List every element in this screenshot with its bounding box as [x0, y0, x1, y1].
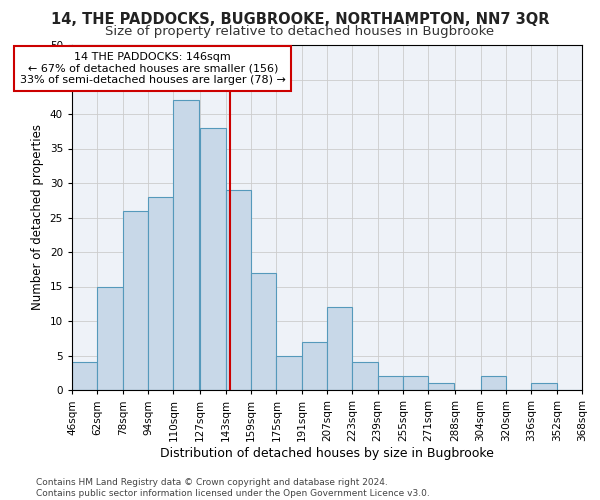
Bar — [377, 376, 403, 390]
Text: Contains HM Land Registry data © Crown copyright and database right 2024.
Contai: Contains HM Land Registry data © Crown c… — [36, 478, 430, 498]
Bar — [277, 356, 302, 390]
Text: 14, THE PADDOCKS, BUGBROOKE, NORTHAMPTON, NN7 3QR: 14, THE PADDOCKS, BUGBROOKE, NORTHAMPTON… — [51, 12, 549, 28]
Bar — [226, 190, 251, 390]
Bar — [200, 128, 226, 390]
Bar — [148, 197, 173, 390]
X-axis label: Distribution of detached houses by size in Bugbrooke: Distribution of detached houses by size … — [160, 446, 494, 460]
Text: 14 THE PADDOCKS: 146sqm
← 67% of detached houses are smaller (156)
33% of semi-d: 14 THE PADDOCKS: 146sqm ← 67% of detache… — [20, 52, 286, 85]
Bar — [327, 307, 352, 390]
Bar — [532, 383, 557, 390]
Bar — [97, 286, 122, 390]
Text: Size of property relative to detached houses in Bugbrooke: Size of property relative to detached ho… — [106, 25, 494, 38]
Bar — [173, 100, 199, 390]
Y-axis label: Number of detached properties: Number of detached properties — [31, 124, 44, 310]
Bar — [481, 376, 506, 390]
Bar — [428, 383, 454, 390]
Bar — [302, 342, 327, 390]
Bar — [251, 272, 277, 390]
Bar — [403, 376, 428, 390]
Bar — [352, 362, 377, 390]
Bar — [122, 210, 148, 390]
Bar — [72, 362, 97, 390]
